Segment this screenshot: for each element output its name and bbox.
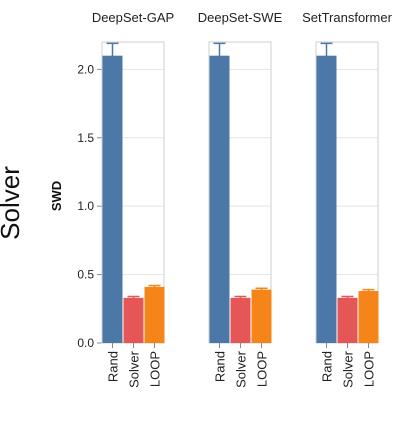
bar	[230, 297, 251, 343]
y-tick-label: 1.5	[77, 131, 94, 145]
y-tick-label: 0.5	[77, 268, 94, 282]
category-label: LOOP	[148, 351, 163, 387]
panel: DeepSet-SWE Rand Solver LOOP	[198, 10, 283, 388]
y-axis-ticks: 0.0 0.5 1.0 1.5 2.0	[77, 62, 102, 350]
y-tick-label: 2.0	[77, 62, 94, 76]
category-label: Rand	[106, 351, 121, 382]
row-label: Solver	[0, 166, 25, 240]
y-axis-label: SWD	[49, 181, 64, 211]
category-label: LOOP	[255, 351, 270, 387]
category-label: Solver	[341, 350, 356, 388]
bar	[102, 55, 123, 343]
category-label: Rand	[320, 351, 335, 382]
bar	[209, 55, 230, 343]
panel-title: DeepSet-SWE	[198, 10, 283, 25]
category-label: Rand	[213, 351, 228, 382]
y-tick-label: 0.0	[77, 336, 94, 350]
bar	[251, 289, 272, 343]
panel-title: DeepSet-GAP	[92, 10, 174, 25]
bar	[123, 297, 144, 343]
panel: DeepSet-GAP Rand Solver LOOP	[92, 10, 174, 388]
bar	[144, 286, 165, 343]
category-label: Solver	[234, 350, 249, 388]
y-tick-label: 1.0	[77, 199, 94, 213]
chart-panels: DeepSet-GAP Rand Solver LOOP DeepSet-SWE Rand…	[92, 10, 393, 388]
category-label: Solver	[127, 350, 142, 388]
panel-title: SetTransformer	[302, 10, 392, 25]
bar	[358, 291, 379, 343]
bar	[316, 55, 337, 343]
bar	[337, 297, 358, 343]
panel: SetTransformer Rand Solver LOOP	[302, 10, 392, 388]
category-label: LOOP	[362, 351, 377, 387]
